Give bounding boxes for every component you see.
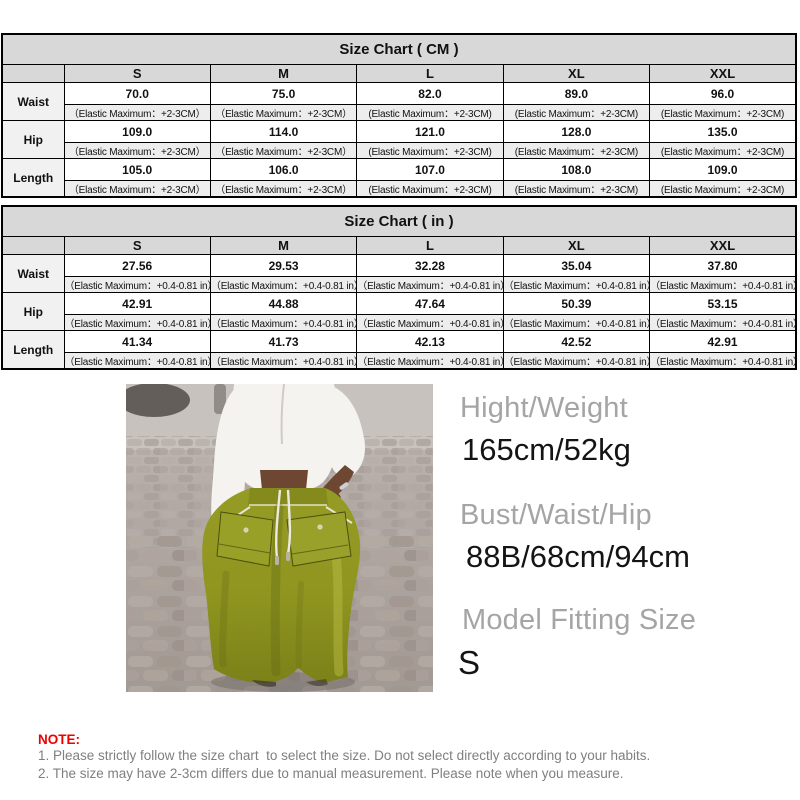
- measure-value: 44.88: [209, 292, 358, 315]
- measure-value: 106.0: [209, 158, 358, 181]
- measure-value: 29.53: [209, 254, 358, 277]
- size-chart-title: Size Chart ( in ): [1, 205, 797, 237]
- measure-value: 50.39: [502, 292, 651, 315]
- measure-value: 128.0: [502, 120, 651, 143]
- measure-row-label: Waist: [1, 82, 65, 121]
- note-section: NOTE: 1. Please strictly follow the size…: [38, 732, 678, 783]
- measure-value: 32.28: [356, 254, 504, 277]
- size-column-header: XXL: [649, 64, 797, 83]
- note-title: NOTE:: [38, 732, 80, 747]
- elastic-note: (Elastic Maximum：+2-3CM): [502, 180, 651, 198]
- elastic-note: （Elastic Maximum：+2-3CM）: [209, 142, 358, 159]
- elastic-note: （Elastic Maximum：+0.4-0.81 in）: [63, 352, 211, 370]
- elastic-note: （Elastic Maximum：+0.4-0.81 in）: [63, 276, 211, 293]
- elastic-note: (Elastic Maximum：+2-3CM): [356, 180, 504, 198]
- elastic-note: （Elastic Maximum：+0.4-0.81 in）: [502, 314, 651, 331]
- elastic-note: （Elastic Maximum：+0.4-0.81 in）: [356, 314, 504, 331]
- measure-value: 114.0: [209, 120, 358, 143]
- size-column-header: XL: [502, 64, 651, 83]
- elastic-note: （Elastic Maximum：+2-3CM）: [209, 180, 358, 198]
- measure-value: 53.15: [649, 292, 797, 315]
- elastic-note: （Elastic Maximum：+2-3CM）: [63, 142, 211, 159]
- elastic-note: (Elastic Maximum：+2-3CM): [502, 142, 651, 159]
- size-chart-title: Size Chart ( CM ): [1, 33, 797, 65]
- size-chart-cm-table: Size Chart ( CM ) S M L XL XXL Waist 70.0 75.0 82…: [1, 33, 797, 198]
- measure-value: 135.0: [649, 120, 797, 143]
- corner-cell: [1, 64, 65, 83]
- measure-value: 37.80: [649, 254, 797, 277]
- elastic-note: （Elastic Maximum：+0.4-0.81 in）: [209, 352, 358, 370]
- size-column-header: XL: [502, 236, 651, 255]
- elastic-note: （Elastic Maximum：+0.4-0.81 in）: [356, 276, 504, 293]
- measure-value: 108.0: [502, 158, 651, 181]
- measure-value: 42.52: [502, 330, 651, 353]
- measure-value: 121.0: [356, 120, 504, 143]
- measure-value: 47.64: [356, 292, 504, 315]
- size-column-header: XXL: [649, 236, 797, 255]
- corner-cell: [1, 236, 65, 255]
- elastic-note: （Elastic Maximum：+2-3CM）: [209, 104, 358, 121]
- elastic-note: （Elastic Maximum：+0.4-0.81 in）: [502, 352, 651, 370]
- height-weight-value: 165cm/52kg: [462, 432, 631, 467]
- measure-value: 82.0: [356, 82, 504, 105]
- model-photo: [118, 383, 433, 692]
- note-line-1: 1. Please strictly follow the size chart…: [38, 748, 651, 763]
- measure-row-label: Length: [1, 330, 65, 370]
- bust-waist-hip-label: Bust/Waist/Hip: [460, 499, 652, 531]
- size-chart-in-table: Size Chart ( in ) S M L XL XXL Waist 27.56 29.53…: [1, 205, 797, 370]
- elastic-note: （Elastic Maximum：+0.4-0.81 in）: [649, 314, 797, 331]
- size-column-header: M: [209, 64, 358, 83]
- elastic-note: （Elastic Maximum：+0.4-0.81 in）: [209, 276, 358, 293]
- measure-value: 41.73: [209, 330, 358, 353]
- measure-value: 42.91: [63, 292, 211, 315]
- elastic-note: （Elastic Maximum：+0.4-0.81 in）: [649, 352, 797, 370]
- model-info: Hight/Weight 165cm/52kg Bust/Waist/Hip 8…: [458, 384, 793, 684]
- height-weight-label: Hight/Weight: [460, 392, 628, 424]
- elastic-note: (Elastic Maximum：+2-3CM): [356, 104, 504, 121]
- size-column-header: M: [209, 236, 358, 255]
- elastic-note: （Elastic Maximum：+0.4-0.81 in）: [649, 276, 797, 293]
- elastic-note: (Elastic Maximum：+2-3CM): [649, 104, 797, 121]
- elastic-note: （Elastic Maximum：+0.4-0.81 in）: [209, 314, 358, 331]
- bust-waist-hip-value: 88B/68cm/94cm: [466, 539, 690, 574]
- size-column-header: S: [63, 236, 211, 255]
- measure-value: 109.0: [649, 158, 797, 181]
- measure-row-label: Hip: [1, 292, 65, 331]
- measure-value: 35.04: [502, 254, 651, 277]
- elastic-note: (Elastic Maximum：+2-3CM): [649, 180, 797, 198]
- size-column-header: L: [356, 64, 504, 83]
- note-line-2: 2. The size may have 2-3cm differs due t…: [38, 766, 624, 781]
- size-column-header: L: [356, 236, 504, 255]
- measure-value: 109.0: [63, 120, 211, 143]
- elastic-note: （Elastic Maximum：+0.4-0.81 in）: [502, 276, 651, 293]
- elastic-note: （Elastic Maximum：+0.4-0.81 in）: [63, 314, 211, 331]
- measure-row-label: Length: [1, 158, 65, 198]
- fitting-size-label: Model Fitting Size: [462, 604, 697, 636]
- measure-value: 42.13: [356, 330, 504, 353]
- fitting-size-value: S: [458, 644, 481, 681]
- measure-row-label: Hip: [1, 120, 65, 159]
- elastic-note: (Elastic Maximum：+2-3CM): [649, 142, 797, 159]
- measure-value: 75.0: [209, 82, 358, 105]
- model-photo-illustration: [118, 383, 433, 692]
- elastic-note: （Elastic Maximum：+2-3CM）: [63, 104, 211, 121]
- measure-value: 96.0: [649, 82, 797, 105]
- measure-value: 41.34: [63, 330, 211, 353]
- elastic-note: （Elastic Maximum：+0.4-0.81 in）: [356, 352, 504, 370]
- measure-value: 27.56: [63, 254, 211, 277]
- size-column-header: S: [63, 64, 211, 83]
- measure-value: 89.0: [502, 82, 651, 105]
- measure-value: 42.91: [649, 330, 797, 353]
- measure-value: 70.0: [63, 82, 211, 105]
- measure-row-label: Waist: [1, 254, 65, 293]
- measure-value: 107.0: [356, 158, 504, 181]
- elastic-note: （Elastic Maximum：+2-3CM）: [63, 180, 211, 198]
- measure-value: 105.0: [63, 158, 211, 181]
- elastic-note: (Elastic Maximum：+2-3CM): [502, 104, 651, 121]
- elastic-note: (Elastic Maximum：+2-3CM): [356, 142, 504, 159]
